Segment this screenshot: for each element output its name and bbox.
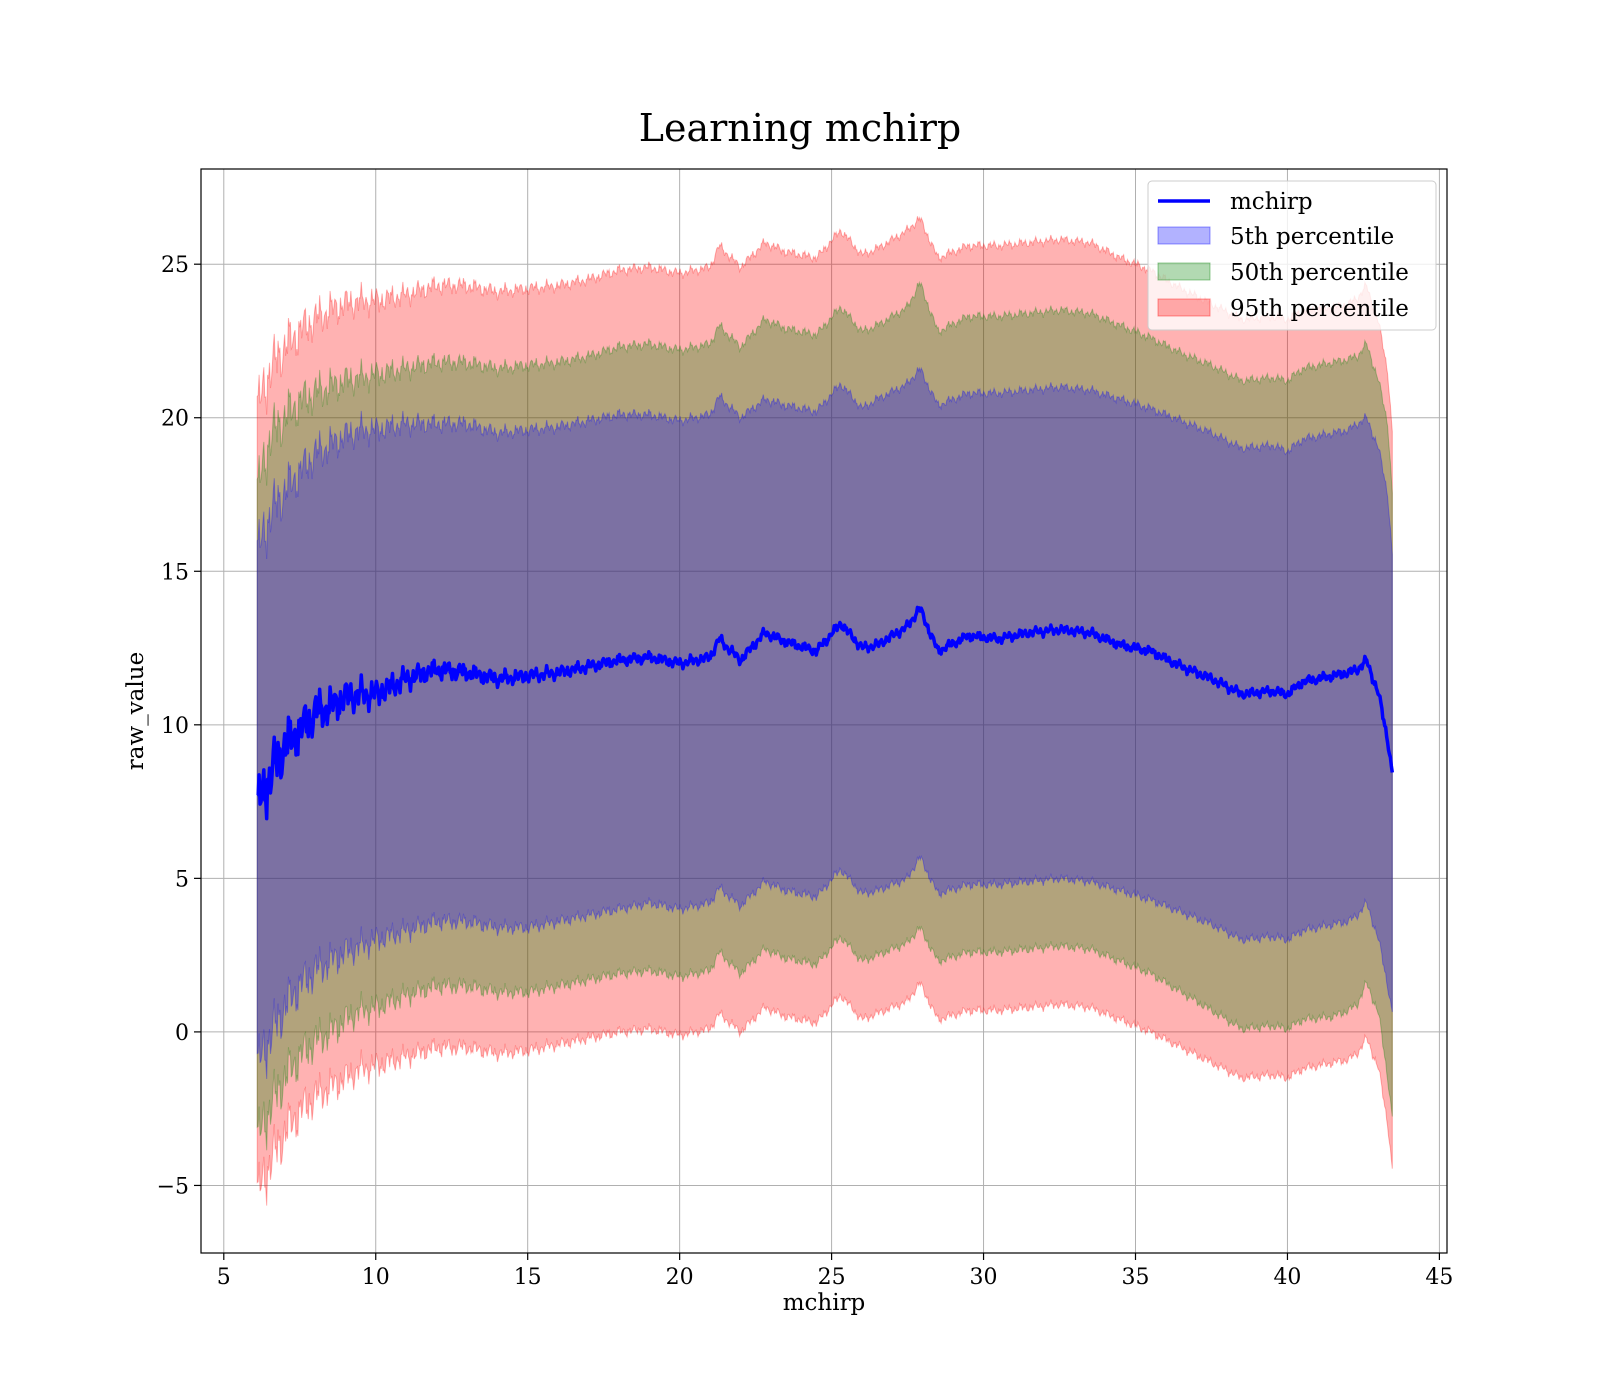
- legend-swatch-95th: [1157, 298, 1211, 317]
- x-tick-label: 10: [362, 1265, 390, 1290]
- legend-label-5th: 5th percentile: [1230, 224, 1394, 250]
- band-5th-percentile: [256, 366, 1393, 1080]
- x-axis-label: mchirp: [783, 1290, 866, 1316]
- plot-frame: [200, 168, 1448, 1254]
- x-tick-label: 20: [666, 1265, 694, 1290]
- grid-lines: [201, 169, 1447, 1253]
- y-tick-label: 20: [161, 407, 189, 432]
- legend-label-95th: 95th percentile: [1230, 296, 1409, 322]
- band-50th-percentile: [256, 280, 1393, 1151]
- legend-swatch-5th: [1157, 226, 1211, 245]
- legend-label-mchirp: mchirp: [1230, 189, 1313, 215]
- band-95th-percentile: [256, 216, 1393, 1206]
- legend-swatch-50th: [1157, 262, 1211, 281]
- y-tick-label: 5: [175, 867, 189, 892]
- y-axis-ticks: −5 0 5 10 15 20 25: [157, 253, 201, 1199]
- x-tick-label: 5: [217, 1265, 231, 1290]
- x-tick-label: 45: [1425, 1265, 1453, 1290]
- y-tick-label: −5: [157, 1174, 189, 1199]
- x-tick-label: 15: [514, 1265, 542, 1290]
- mchirp-series: [256, 605, 1395, 821]
- y-axis-label: raw_value: [123, 652, 149, 770]
- legend: mchirp 5th percentile 50th percentile 95…: [1147, 180, 1437, 331]
- x-tick-label: 30: [970, 1265, 998, 1290]
- legend-box: [1147, 180, 1437, 331]
- x-tick-label: 35: [1122, 1265, 1150, 1290]
- legend-label-50th: 50th percentile: [1230, 260, 1409, 286]
- percentile-bands: [256, 216, 1393, 1206]
- x-axis-ticks: 5 10 15 20 25 30 35 40 45: [217, 1253, 1453, 1290]
- x-tick-label: 40: [1273, 1265, 1301, 1290]
- y-tick-label: 10: [161, 714, 189, 739]
- y-tick-label: 25: [161, 253, 189, 278]
- chart-title: Learning mchirp: [639, 106, 961, 150]
- x-tick-label: 25: [818, 1265, 846, 1290]
- y-tick-label: 0: [175, 1021, 189, 1046]
- mchirp-line: [256, 605, 1395, 821]
- y-tick-label: 15: [161, 560, 189, 585]
